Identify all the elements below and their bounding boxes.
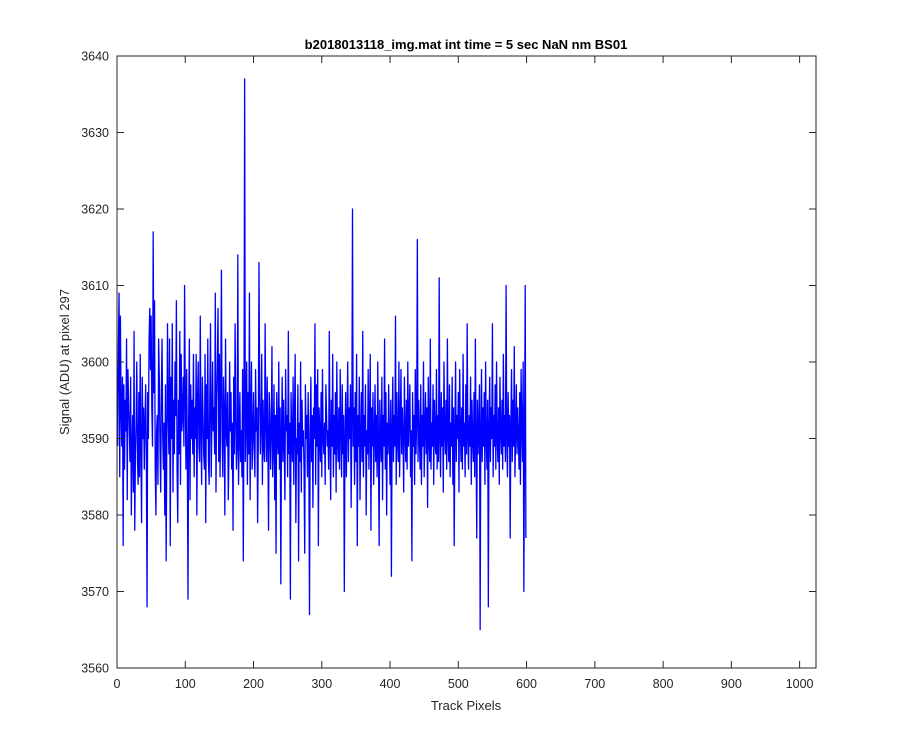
y-tick-label: 3580 <box>81 509 109 523</box>
y-axis-label: Signal (ADU) at pixel 297 <box>57 289 72 435</box>
y-tick-label: 3620 <box>81 203 109 217</box>
x-tick-label: 1000 <box>786 677 814 691</box>
chart-title: b2018013118_img.mat int time = 5 sec NaN… <box>305 37 628 52</box>
x-tick-label: 700 <box>584 677 605 691</box>
axes-box <box>116 55 817 669</box>
y-tick-label: 3560 <box>81 662 109 676</box>
x-tick-label: 400 <box>380 677 401 691</box>
x-tick-label: 900 <box>721 677 742 691</box>
ticks-layer: 0 100 200 300 400 500 600 700 800 900 1000 3560 3570… <box>81 50 816 691</box>
x-tick-label: 600 <box>516 677 537 691</box>
y-tick-label: 3610 <box>81 279 109 293</box>
signal-series-line <box>117 78 527 631</box>
x-tick-label: 0 <box>114 677 121 691</box>
x-tick-label: 200 <box>243 677 264 691</box>
data-layer <box>117 78 527 631</box>
y-tick-label: 3590 <box>81 432 109 446</box>
x-axis-label: Track Pixels <box>431 698 502 713</box>
x-tick-label: 500 <box>448 677 469 691</box>
y-tick-label: 3630 <box>81 126 109 140</box>
y-tick-label: 3600 <box>81 356 109 370</box>
y-tick-label: 3570 <box>81 585 109 599</box>
x-tick-label: 800 <box>653 677 674 691</box>
x-tick-label: 300 <box>311 677 332 691</box>
x-tick-label: 100 <box>175 677 196 691</box>
y-tick-label: 3640 <box>81 50 109 64</box>
